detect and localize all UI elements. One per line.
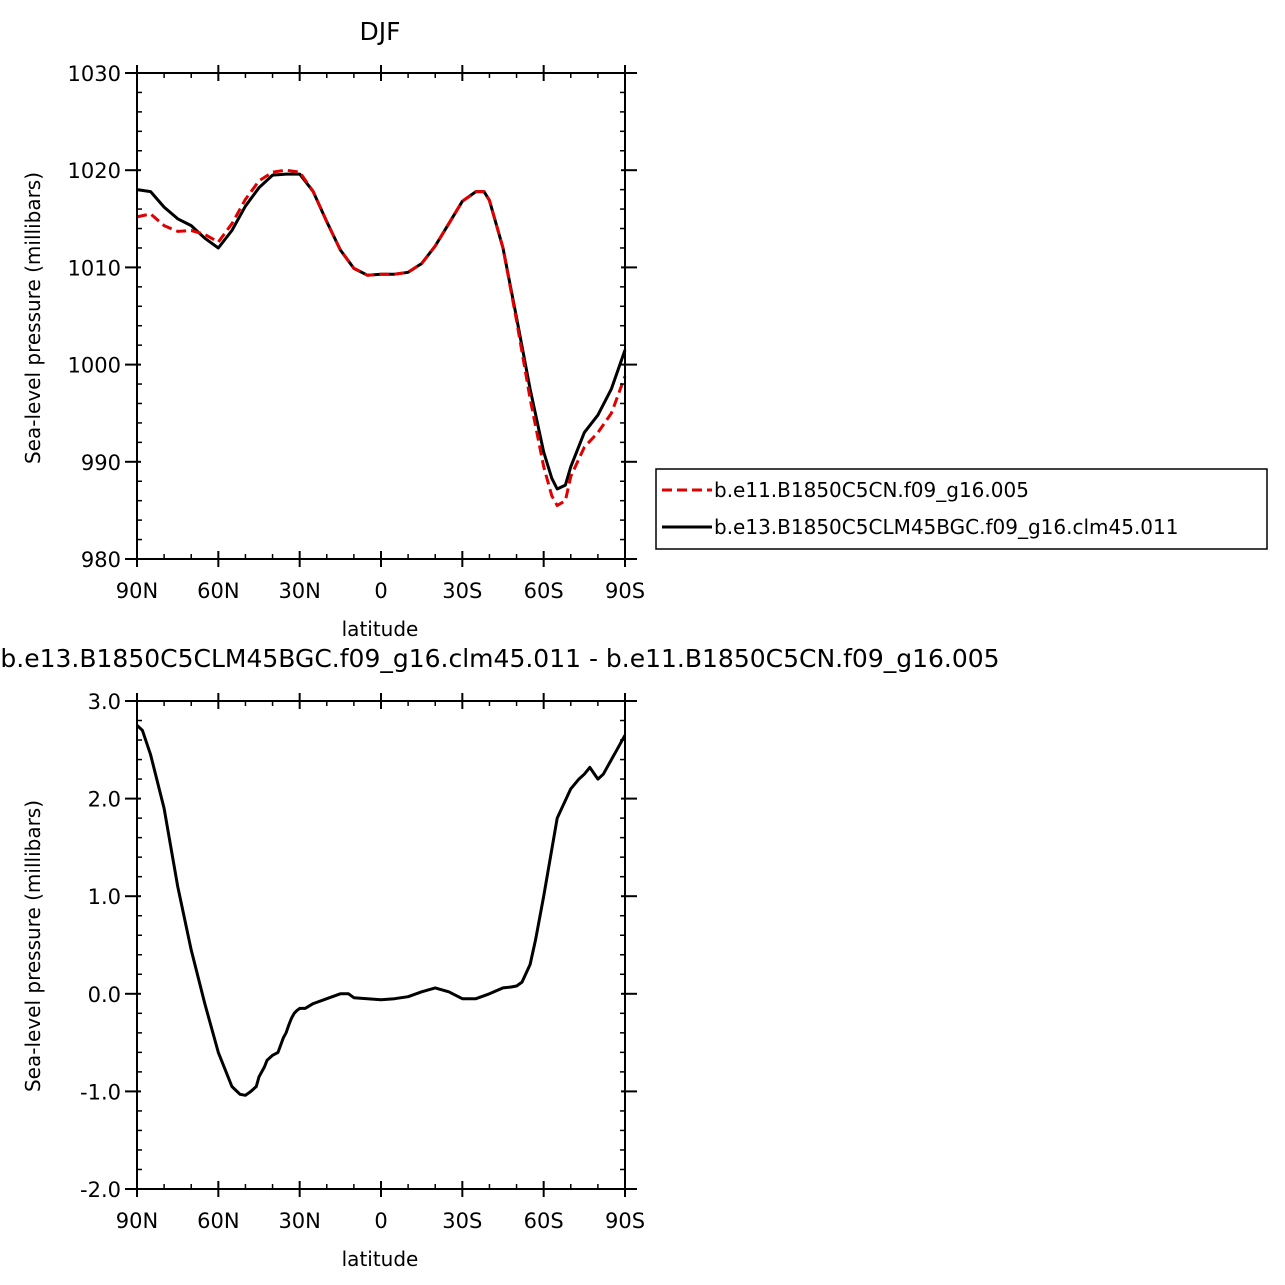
bottom-y-tick-label: 3.0 (88, 690, 121, 714)
bottom-series-line-0 (135, 724, 627, 1097)
top-plot-area (125, 65, 637, 567)
top-series-line-0 (136, 168, 627, 507)
bottom-y-tick-label: -1.0 (80, 1080, 121, 1104)
bottom-y-tick-label: 2.0 (88, 788, 121, 812)
top-y-tick-label: 1030 (68, 62, 121, 86)
bottom-panel: b.e13.B1850C5CLM45BGC.f09_g16.clm45.011 … (0, 644, 999, 1271)
top-plot-frame (136, 72, 626, 560)
bottom-plot-frame (136, 700, 626, 1190)
top-y-tick-label: 980 (81, 548, 121, 572)
bottom-x-tick-label: 60N (197, 1209, 239, 1233)
bottom-y-tick-label: -2.0 (80, 1178, 121, 1202)
top-x-tick-label: 0 (374, 579, 387, 603)
top-panel: DJF 90N 60N 30N 0 30S 60S 90S 980 990 1000 1010 10… (21, 17, 645, 641)
top-series-line-1 (136, 172, 627, 491)
bottom-x-tick-label: 90S (605, 1209, 645, 1233)
bottom-y-tick-label: 1.0 (88, 885, 121, 909)
bottom-x-axis-label: latitude (342, 1247, 419, 1271)
top-y-axis-label: Sea-level pressure (millibars) (21, 172, 45, 464)
top-y-tick-label: 1000 (68, 354, 121, 378)
top-y-tick-label: 1010 (68, 256, 121, 280)
top-x-tick-label: 60S (524, 579, 564, 603)
top-x-axis-label: latitude (342, 617, 419, 641)
bottom-x-tick-label: 30S (442, 1209, 482, 1233)
top-y-tick-label: 1020 (68, 159, 121, 183)
bottom-x-tick-label: 0 (374, 1209, 387, 1233)
bottom-chart-title: b.e13.B1850C5CLM45BGC.f09_g16.clm45.011 … (0, 644, 999, 673)
bottom-x-tick-label: 60S (524, 1209, 564, 1233)
top-x-tick-label: 90S (605, 579, 645, 603)
bottom-x-tick-label: 90N (116, 1209, 158, 1233)
bottom-y-tick-labels: -2.0 -1.0 0.0 1.0 2.0 3.0 (80, 690, 121, 1202)
bottom-plot-area (125, 693, 637, 1197)
legend-box (655, 468, 1268, 550)
bottom-x-tick-label: 30N (278, 1209, 320, 1233)
top-chart-title: DJF (359, 17, 400, 46)
top-y-tick-labels: 980 990 1000 1010 1020 1030 (68, 62, 121, 572)
top-y-tick-label: 990 (81, 451, 121, 475)
top-x-tick-labels: 90N 60N 30N 0 30S 60S 90S (116, 579, 645, 603)
top-x-tick-label: 90N (116, 579, 158, 603)
legend: b.e11.B1850C5CN.f09_g16.005 b.e13.B1850C… (655, 468, 1268, 550)
bottom-x-tick-labels: 90N 60N 30N 0 30S 60S 90S (116, 1209, 645, 1233)
top-x-tick-label: 30S (442, 579, 482, 603)
legend-label-experiment: b.e13.B1850C5CLM45BGC.f09_g16.clm45.011 (714, 515, 1178, 539)
top-x-tick-label: 60N (197, 579, 239, 603)
bottom-y-axis-label: Sea-level pressure (millibars) (21, 800, 45, 1092)
top-x-tick-label: 30N (278, 579, 320, 603)
legend-label-control: b.e11.B1850C5CN.f09_g16.005 (714, 478, 1029, 502)
bottom-y-tick-label: 0.0 (88, 983, 121, 1007)
